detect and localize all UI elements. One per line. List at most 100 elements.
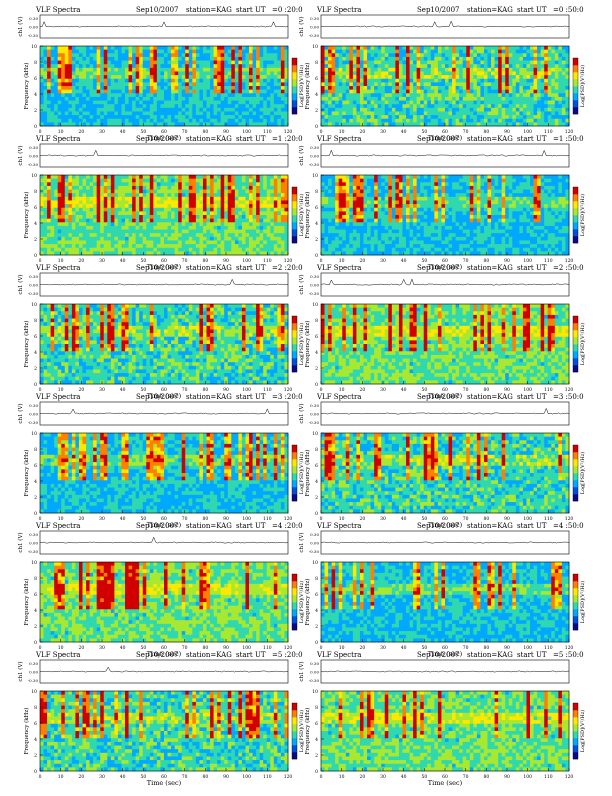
spectrogram-cell — [332, 175, 336, 179]
spectrogram-cell — [65, 90, 69, 94]
spectrogram-cell — [270, 75, 274, 79]
spectrogram-cell — [47, 244, 51, 248]
spectrogram-cell — [111, 230, 115, 234]
spectrogram-cell — [431, 90, 435, 94]
spectrogram-cell — [335, 97, 339, 101]
spectrogram-cell — [100, 97, 104, 101]
spectrogram-cell — [381, 111, 385, 115]
spectrogram-cell — [224, 108, 228, 112]
spectrogram-cell — [231, 190, 235, 194]
spectrogram-cell — [378, 101, 382, 105]
spectrogram-cell — [168, 64, 172, 68]
spectrogram-cell — [281, 71, 285, 75]
spectrogram-cell — [164, 68, 168, 72]
spectrogram-cell — [217, 111, 221, 115]
spectrogram-cell — [399, 50, 403, 54]
spectrogram-cell — [90, 68, 94, 72]
spectrogram-cell — [114, 200, 118, 204]
spectrogram-cell — [349, 64, 353, 68]
spectrogram-cell — [245, 226, 249, 230]
spectrogram-cell — [132, 86, 136, 90]
spectrogram-cell — [203, 101, 207, 105]
spectrogram-cell — [277, 240, 281, 244]
spectrogram-cell — [541, 64, 545, 68]
spectrogram-cell — [93, 193, 97, 197]
spectrogram-cell — [516, 50, 520, 54]
spectrogram-cell — [371, 71, 375, 75]
spectrogram-cell — [224, 237, 228, 241]
spectrogram-cell — [107, 208, 111, 212]
spectrogram-cell — [182, 104, 186, 108]
spectrogram-cell — [150, 190, 154, 194]
spectrogram-cell — [150, 226, 154, 230]
spectrogram-cell — [335, 222, 339, 226]
spectrogram-cell — [555, 57, 559, 61]
spectrogram-cell — [100, 61, 104, 65]
spectrogram-cell — [438, 68, 442, 72]
spectrogram-cell — [427, 101, 431, 105]
spectrogram-cell — [498, 61, 502, 65]
frequency-tick-label: 6 — [315, 76, 318, 82]
spectrogram-cell — [473, 64, 477, 68]
spectrogram-cell — [548, 50, 552, 54]
spectrogram-cell — [452, 115, 456, 119]
spectrogram-cell — [353, 71, 357, 75]
spectrogram-cell — [381, 115, 385, 119]
spectrogram-cell — [466, 104, 470, 108]
spectrogram-cell — [104, 190, 108, 194]
spectrogram-cell — [495, 115, 499, 119]
spectrogram-cell — [58, 222, 62, 226]
spectrogram-cell — [388, 82, 392, 86]
spectrogram-cell — [367, 57, 371, 61]
spectrogram-cell — [349, 90, 353, 94]
spectrogram-cell — [153, 57, 157, 61]
spectrogram-cell — [86, 68, 90, 72]
spectrogram-cell — [231, 193, 235, 197]
spectrogram-cell — [171, 93, 175, 97]
spectrogram-cell — [512, 68, 516, 72]
spectrogram-cell — [410, 53, 414, 57]
spectrogram-cell — [107, 75, 111, 79]
spectrogram-cell — [484, 57, 488, 61]
spectrogram-cell — [349, 86, 353, 90]
spectrogram-cell — [459, 115, 463, 119]
spectrogram-cell — [477, 97, 481, 101]
spectrogram-cell — [146, 93, 150, 97]
spectrogram-cell — [143, 64, 147, 68]
spectrogram-cell — [210, 190, 214, 194]
spectrogram-cell — [139, 179, 143, 183]
spectrogram-cell — [93, 101, 97, 105]
spectrogram-cell — [488, 86, 492, 90]
spectrogram-cell — [58, 179, 62, 183]
spectrogram-cell — [281, 211, 285, 215]
spectrogram-cell — [185, 175, 189, 179]
spectrogram-cell — [378, 68, 382, 72]
spectrogram-cell — [534, 115, 538, 119]
spectrogram-cell — [256, 90, 260, 94]
spectrogram-cell — [61, 233, 65, 237]
spectrogram-cell — [381, 119, 385, 123]
spectrogram-cell — [100, 64, 104, 68]
spectrogram-cell — [335, 86, 339, 90]
spectrogram-cell — [68, 115, 72, 119]
spectrogram-cell — [93, 68, 97, 72]
spectrogram-cell — [65, 186, 69, 190]
spectrogram-cell — [463, 90, 467, 94]
spectrogram-cell — [44, 68, 48, 72]
spectrogram-cell — [224, 119, 228, 123]
spectrogram-cell — [555, 115, 559, 119]
spectrogram-cell — [519, 97, 523, 101]
spectrogram-cell — [434, 64, 438, 68]
spectrogram-cell — [353, 68, 357, 72]
spectrogram-cell — [79, 204, 83, 208]
spectrogram-cell — [495, 104, 499, 108]
spectrogram-cell — [114, 240, 118, 244]
spectrogram-cell — [217, 50, 221, 54]
spectrogram-cell — [356, 104, 360, 108]
spectrogram — [40, 175, 288, 255]
spectrogram-cell — [68, 97, 72, 101]
spectrogram-cell — [558, 61, 562, 65]
spectrogram-cell — [139, 53, 143, 57]
spectrogram-cell — [83, 237, 87, 241]
spectrogram-cell — [125, 215, 129, 219]
